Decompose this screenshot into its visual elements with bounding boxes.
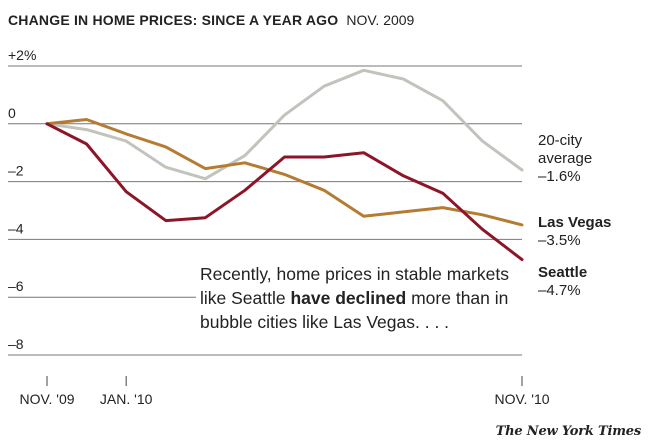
- average-series-label: 20-city average –1.6%: [538, 132, 592, 186]
- x-tick-label: JAN. '10: [100, 391, 153, 407]
- y-tick-label: –6: [8, 278, 24, 294]
- las-vegas-value-label: –3.5%: [538, 232, 581, 249]
- seattle-label-name: Seattle: [538, 264, 588, 281]
- las-vegas-series-label: Las Vegas –3.5%: [538, 214, 611, 250]
- chart-date: NOV. 2009: [346, 12, 415, 28]
- average-label-line-1: 20-city: [538, 132, 583, 149]
- series-line-0: [45, 68, 524, 181]
- annotation-part-1: Recently, home prices in stable markets …: [200, 264, 509, 308]
- las-vegas-label-name: Las Vegas: [538, 214, 612, 231]
- y-tick-label: –4: [8, 220, 24, 236]
- x-tick-label: NOV. '10: [494, 391, 549, 407]
- series-line-2: [45, 122, 524, 262]
- annotation-bold-1: have: [290, 288, 331, 308]
- average-value-label: –1.6%: [538, 168, 581, 185]
- annotation-bold-2: declined: [335, 288, 407, 308]
- y-tick-label: +2%: [8, 47, 36, 63]
- y-tick-label: –2: [8, 163, 24, 179]
- annotation-text: Recently, home prices in stable markets …: [196, 262, 524, 334]
- average-label-line-2: average: [538, 150, 593, 167]
- chart-title-text: CHANGE IN HOME PRICES: SINCE A YEAR AGO: [8, 12, 339, 28]
- seattle-series-label: Seattle –4.7%: [538, 264, 587, 300]
- chart-title: CHANGE IN HOME PRICES: SINCE A YEAR AGO N…: [8, 12, 414, 28]
- series-line-1: [45, 118, 524, 227]
- annotation-part-2: more than in bubble cities like Las Vega…: [200, 288, 509, 332]
- x-tick-label: NOV. '09: [19, 391, 74, 407]
- y-tick-label: 0: [8, 105, 16, 121]
- y-tick-label: –8: [8, 336, 24, 352]
- seattle-value-label: –4.7%: [538, 282, 581, 299]
- nyt-logo: The New York Times: [495, 424, 642, 439]
